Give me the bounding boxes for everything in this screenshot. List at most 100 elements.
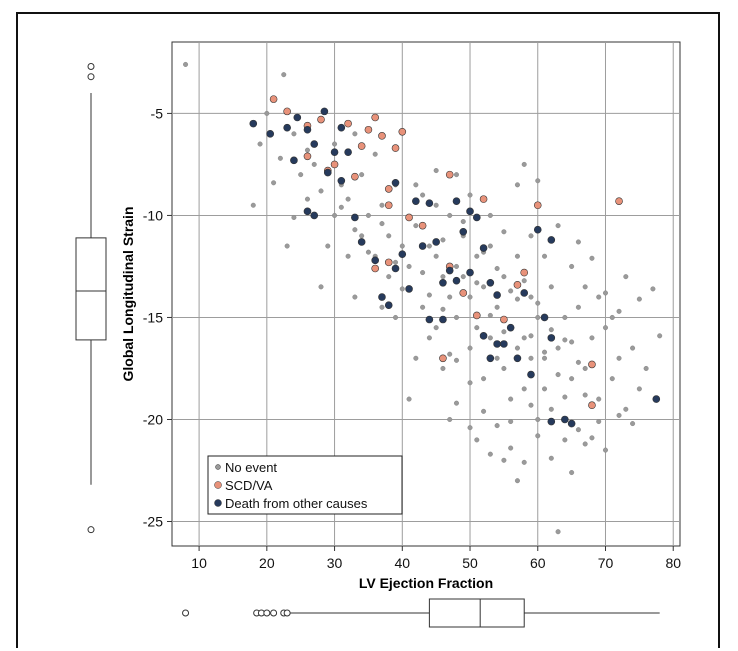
point-no-event xyxy=(650,286,656,292)
point-no-event xyxy=(501,229,507,235)
point-no-event xyxy=(596,294,602,300)
point-no-event xyxy=(521,386,527,392)
point-scd-va xyxy=(588,360,596,369)
point-death-other xyxy=(493,291,501,299)
point-death-other xyxy=(425,199,434,207)
point-death-other xyxy=(466,207,474,216)
point-no-event xyxy=(487,243,493,249)
point-no-event xyxy=(542,386,548,392)
point-no-event xyxy=(453,400,459,406)
point-no-event xyxy=(474,280,480,286)
point-no-event xyxy=(311,161,317,167)
point-no-event xyxy=(291,131,297,137)
point-scd-va xyxy=(500,315,508,324)
point-death-other xyxy=(466,268,474,277)
point-no-event xyxy=(318,284,324,290)
point-no-event xyxy=(440,365,446,371)
point-no-event xyxy=(433,202,439,208)
point-death-other xyxy=(547,334,556,342)
point-death-other xyxy=(371,256,380,265)
point-no-event xyxy=(365,212,371,218)
point-death-other xyxy=(384,301,393,310)
legend-marker xyxy=(215,464,221,470)
point-scd-va xyxy=(520,268,529,277)
point-death-other xyxy=(567,419,576,428)
point-no-event xyxy=(555,223,561,229)
point-no-event xyxy=(609,376,615,382)
legend-label: No event xyxy=(225,460,277,475)
point-no-event xyxy=(562,394,568,400)
point-no-event xyxy=(345,253,351,259)
point-no-event xyxy=(528,355,534,361)
point-scd-va xyxy=(384,258,393,267)
legend-marker xyxy=(214,481,222,489)
point-no-event xyxy=(569,376,575,382)
point-no-event xyxy=(575,304,581,310)
point-no-event xyxy=(426,292,432,298)
point-death-other xyxy=(472,213,481,222)
point-death-other xyxy=(439,278,447,287)
point-no-event xyxy=(508,396,514,402)
point-death-other xyxy=(303,125,312,134)
point-no-event xyxy=(271,180,277,186)
point-no-event xyxy=(345,196,351,202)
point-scd-va xyxy=(472,311,481,320)
legend-label: Death from other causes xyxy=(225,496,368,511)
point-no-event xyxy=(548,406,554,412)
point-death-other xyxy=(547,236,556,244)
point-no-event xyxy=(514,253,520,259)
point-death-other xyxy=(398,250,407,259)
point-no-event xyxy=(562,437,568,443)
point-no-event xyxy=(433,168,439,174)
point-no-event xyxy=(426,335,432,341)
point-death-other xyxy=(445,266,454,275)
point-no-event xyxy=(630,345,636,351)
point-death-other xyxy=(506,323,515,332)
y-axis-ticks: -5 -10 -15 -20 -25 xyxy=(143,105,172,530)
point-death-other xyxy=(391,264,400,273)
point-no-event xyxy=(548,455,554,461)
point-no-event xyxy=(420,192,426,198)
point-no-event xyxy=(636,386,642,392)
point-no-event xyxy=(440,237,446,243)
point-no-event xyxy=(257,141,263,147)
point-scd-va xyxy=(533,201,542,210)
y-tick-label: -20 xyxy=(143,411,163,427)
point-no-event xyxy=(372,151,378,157)
outlier xyxy=(87,526,95,534)
x-tick-label: 60 xyxy=(530,555,546,571)
point-no-event xyxy=(277,155,283,161)
point-scd-va xyxy=(371,113,380,122)
point-no-event xyxy=(535,416,541,422)
point-no-event xyxy=(338,204,344,210)
point-death-other xyxy=(266,130,275,138)
point-death-other xyxy=(500,340,508,348)
point-no-event xyxy=(474,253,480,259)
point-death-other xyxy=(303,207,312,216)
point-no-event xyxy=(521,278,527,284)
point-no-event xyxy=(514,478,520,484)
point-death-other xyxy=(337,123,346,132)
point-death-other xyxy=(418,242,427,250)
point-no-event xyxy=(562,314,568,320)
point-death-other xyxy=(540,313,549,322)
point-no-event xyxy=(426,243,432,249)
point-death-other xyxy=(391,178,400,187)
point-no-event xyxy=(447,351,453,357)
y-axis-label: Global Longitudinal Strain xyxy=(120,207,136,382)
point-no-event xyxy=(548,284,554,290)
point-no-event xyxy=(460,219,466,225)
point-scd-va xyxy=(588,401,596,410)
point-no-event xyxy=(453,357,459,363)
point-death-other xyxy=(452,197,461,205)
point-no-event xyxy=(542,349,548,355)
point-death-other xyxy=(357,238,366,246)
point-death-other xyxy=(378,293,386,301)
point-death-other xyxy=(310,140,319,148)
point-scd-va xyxy=(384,201,393,210)
point-no-event xyxy=(569,263,575,269)
legend-marker xyxy=(214,499,222,507)
point-no-event xyxy=(359,172,365,178)
point-no-event xyxy=(453,172,459,178)
point-no-event xyxy=(467,192,473,198)
